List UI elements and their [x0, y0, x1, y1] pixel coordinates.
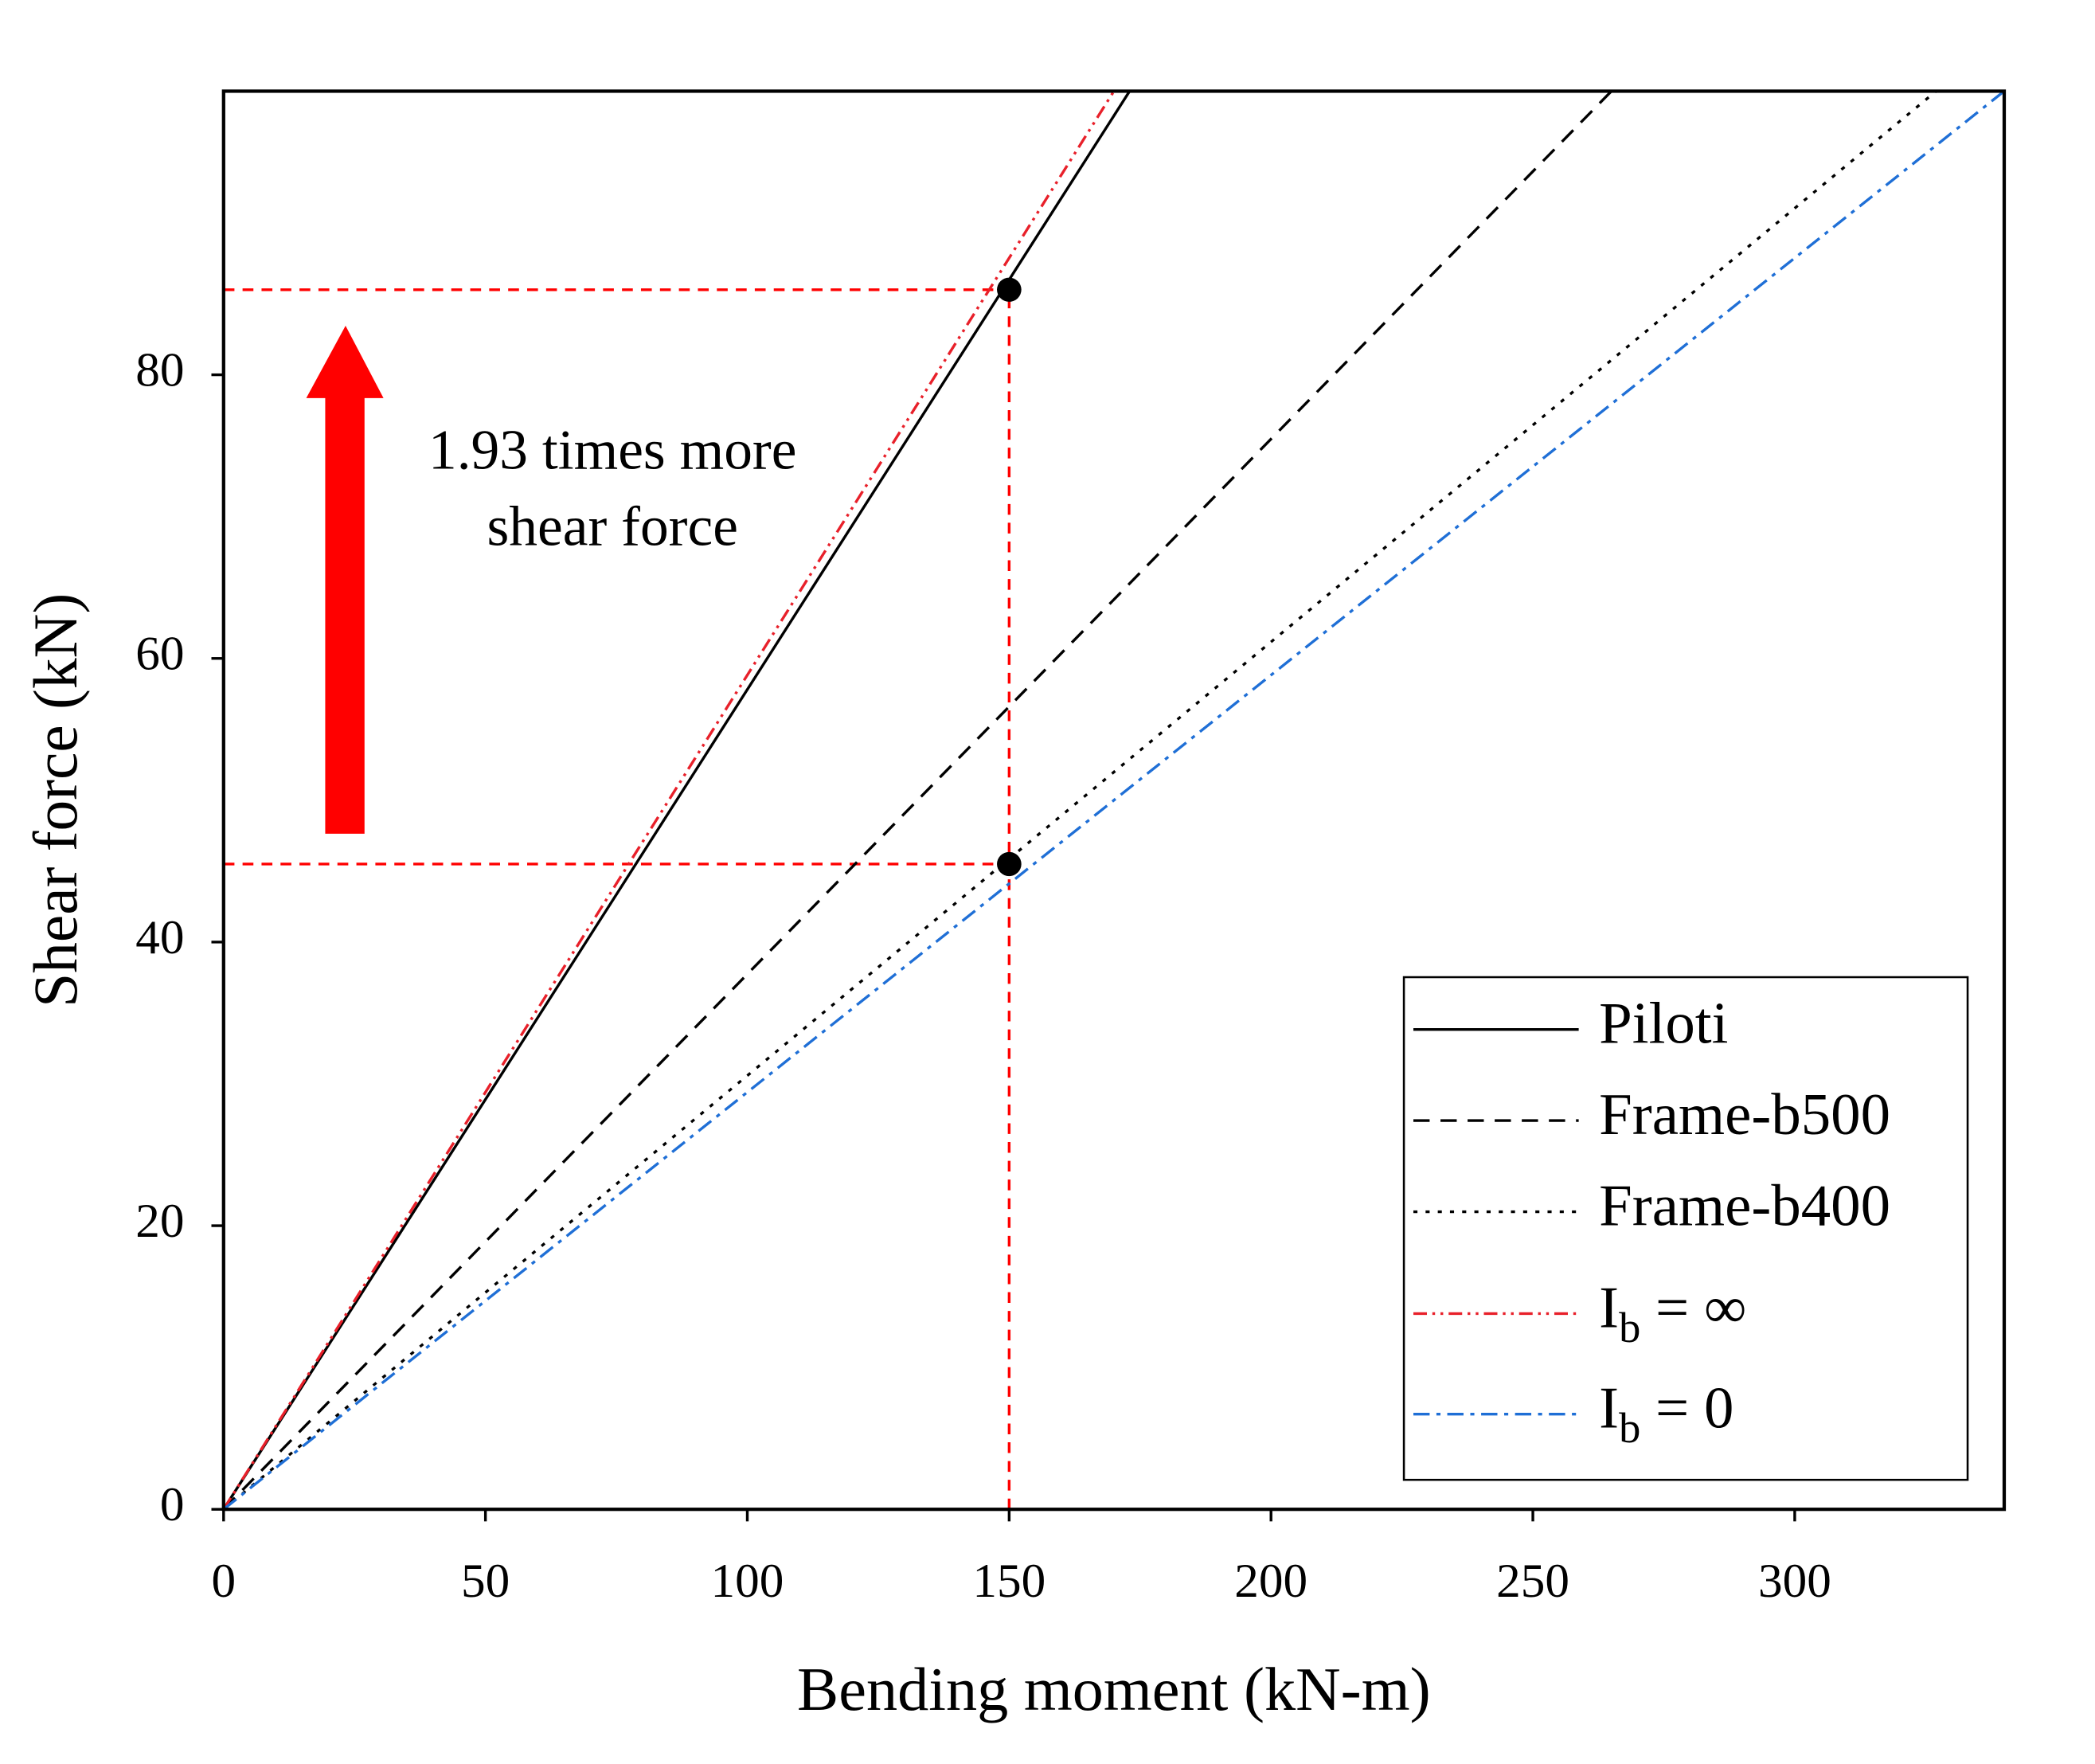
point — [997, 851, 1022, 877]
annotation-text: shear force — [487, 496, 737, 558]
series-line — [222, 90, 1612, 1511]
y-axis-label: Shear force (kN) — [21, 593, 90, 1007]
plot-frame — [221, 89, 2007, 1512]
x-axis-label: Bending moment (kN-m) — [797, 1655, 1431, 1723]
x-tick-label: 300 — [1758, 1555, 1831, 1608]
legend-box — [1402, 976, 1969, 1481]
legend-label: Piloti — [1599, 992, 1728, 1057]
annotation-text: 1.93 times more — [428, 420, 797, 482]
x-tick-label: 250 — [1496, 1555, 1569, 1608]
x-tick-label: 200 — [1234, 1555, 1307, 1608]
series-line — [222, 90, 1132, 1511]
y-tick-label: 80 — [135, 344, 184, 397]
series-line — [222, 90, 2006, 1511]
x-tick-label: 100 — [711, 1555, 784, 1608]
legend-label: Ib = ∞ — [1599, 1276, 1746, 1351]
legend-label: Frame-b500 — [1599, 1082, 1890, 1148]
x-tick-label: 0 — [211, 1555, 236, 1608]
x-tick-label: 150 — [972, 1555, 1046, 1608]
y-tick-label: 40 — [135, 911, 184, 964]
y-tick-label: 60 — [135, 628, 184, 681]
point — [997, 277, 1022, 302]
annotation-arrow — [306, 326, 384, 834]
y-tick-label: 20 — [135, 1195, 184, 1248]
y-tick-label: 0 — [160, 1478, 185, 1531]
x-tick-label: 50 — [461, 1555, 510, 1608]
legend-label: Ib = 0 — [1599, 1376, 1733, 1452]
legend-label: Frame-b400 — [1599, 1174, 1890, 1239]
